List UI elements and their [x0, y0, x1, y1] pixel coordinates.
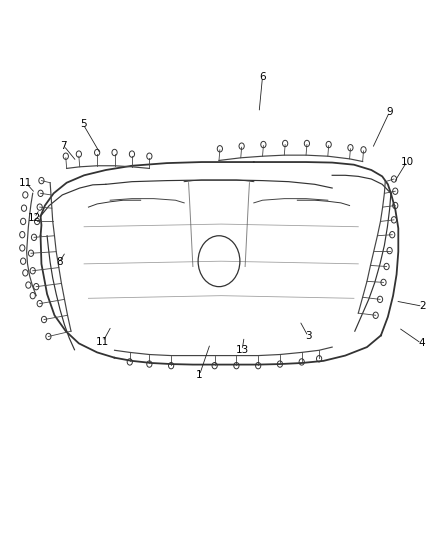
Text: 5: 5	[80, 119, 87, 130]
Text: 12: 12	[28, 213, 41, 223]
Text: 9: 9	[386, 107, 393, 117]
Text: 7: 7	[60, 141, 67, 151]
Text: 13: 13	[236, 345, 249, 356]
Text: 1: 1	[196, 370, 203, 380]
Text: 11: 11	[96, 337, 110, 347]
Text: 8: 8	[56, 257, 63, 267]
Text: 6: 6	[259, 71, 266, 82]
Text: 4: 4	[418, 338, 425, 349]
Text: 2: 2	[419, 301, 426, 311]
Text: 3: 3	[305, 332, 311, 342]
Text: 11: 11	[19, 177, 32, 188]
Text: 10: 10	[400, 157, 413, 166]
